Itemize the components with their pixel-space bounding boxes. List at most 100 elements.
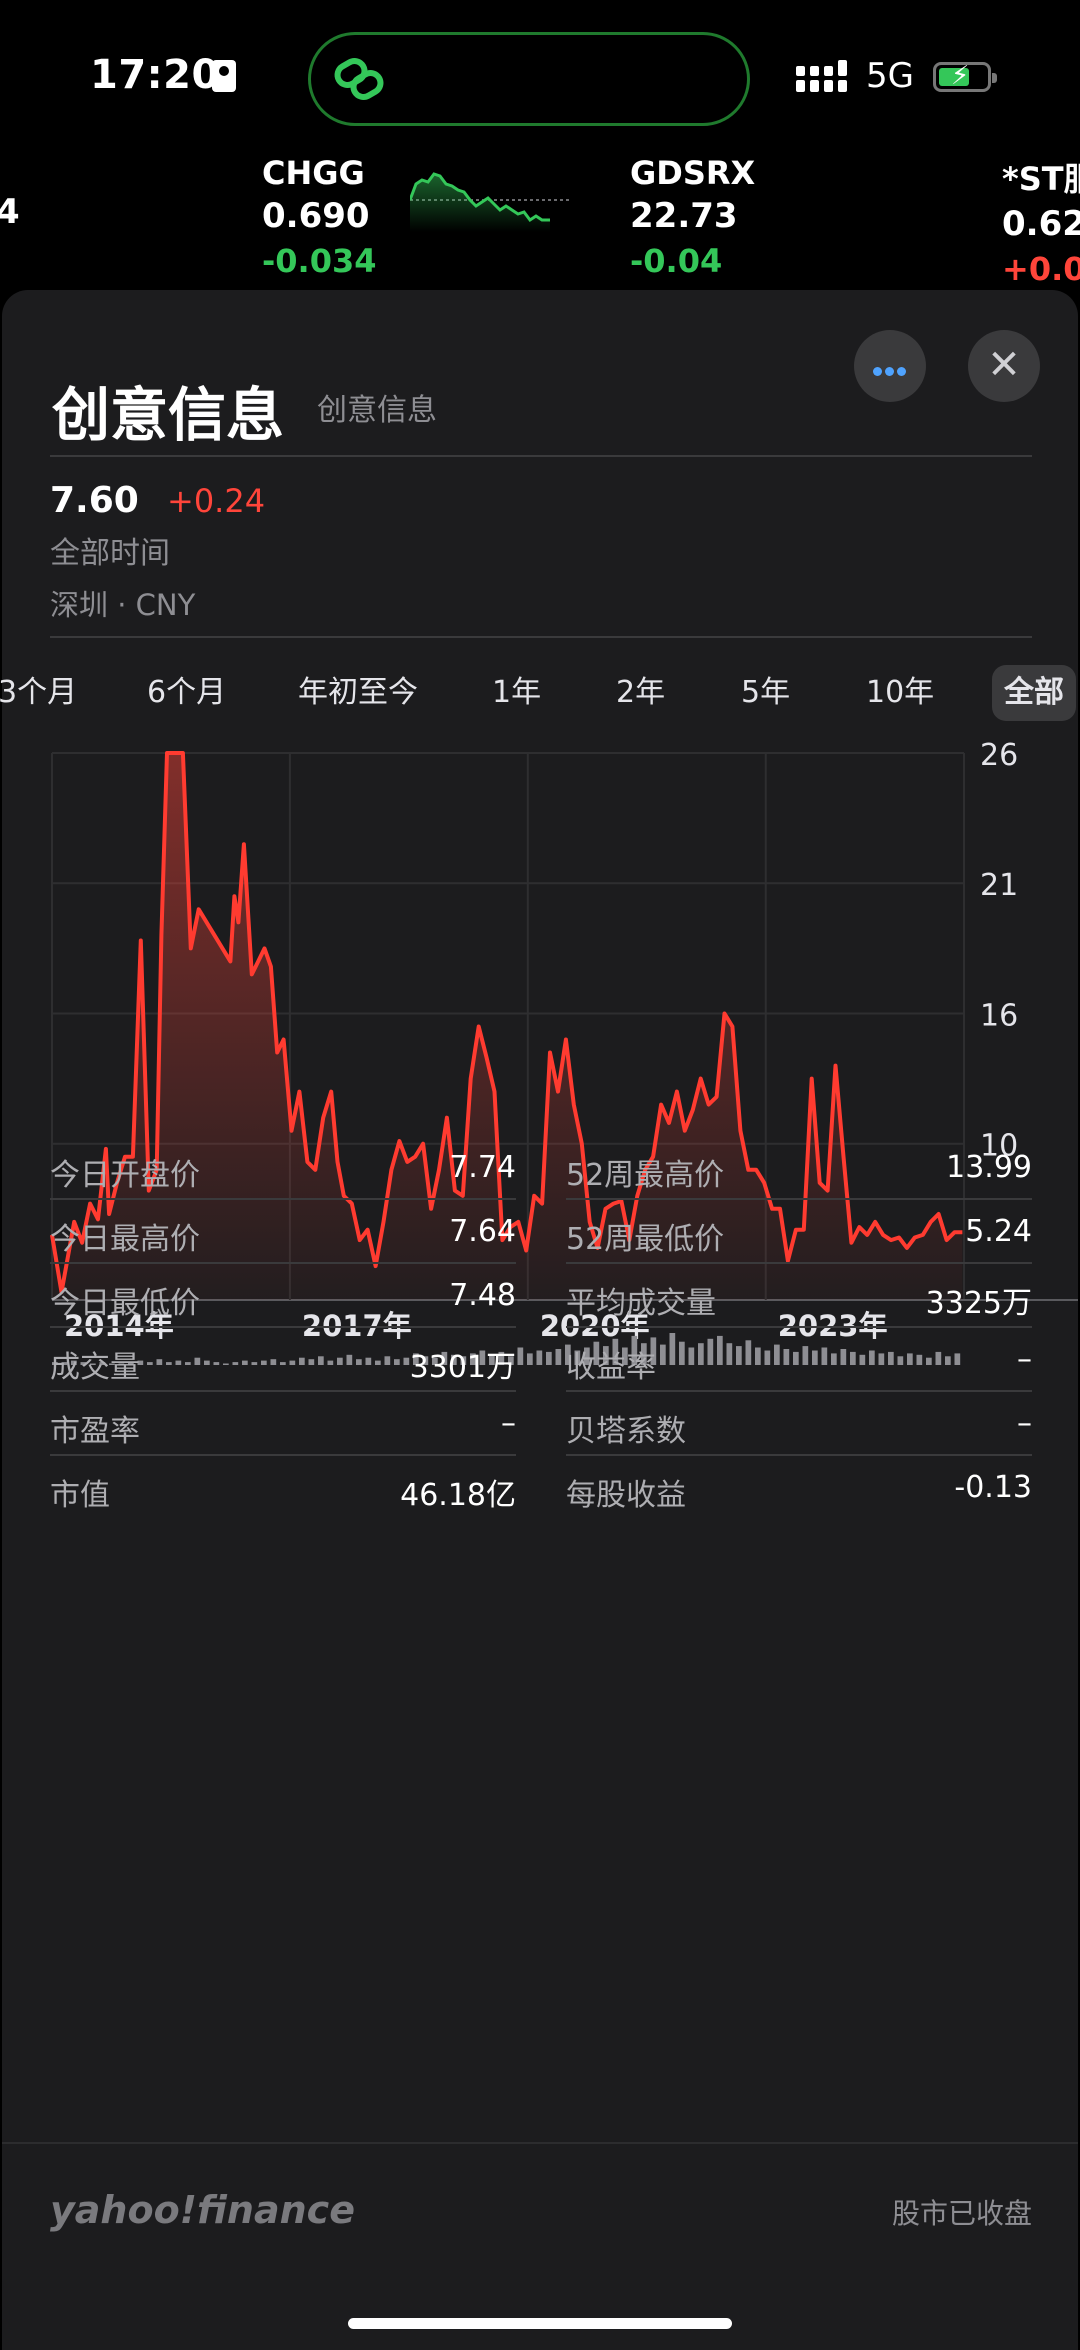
stat-row: 成交量 3301万: [50, 1330, 516, 1392]
ticker-change: -0.034: [262, 242, 377, 280]
stat-row: 市值 46.18亿: [50, 1458, 516, 1520]
volume-bar: [337, 1357, 343, 1365]
volume-bar: [679, 1341, 685, 1365]
ticker-price: 0.62: [1002, 204, 1080, 244]
range-1y[interactable]: 1年: [492, 675, 542, 710]
status-bar: 17:20 5G ⚡: [0, 0, 1080, 150]
volume-bar: [859, 1354, 866, 1365]
volume-bar: [99, 1362, 106, 1365]
stat-label: 收益率: [566, 1350, 656, 1385]
volume-bar: [318, 1356, 324, 1365]
ticker-strip[interactable]: 4 CHGG 0.690 -0.034 GDSRX 22.73 -0.04 *S…: [0, 150, 1080, 288]
ticker-item-gdsrx[interactable]: GDSRX 22.73 -0.04: [630, 154, 755, 280]
volume-bar: [137, 1360, 144, 1365]
volume-bar: [441, 1351, 448, 1365]
stat-value: 7.64: [449, 1214, 516, 1249]
stat-row: 52周最低价 5.24: [566, 1202, 1032, 1264]
volume-bar: [346, 1354, 353, 1365]
range-10y[interactable]: 10年: [866, 675, 935, 710]
volume-bar: [793, 1351, 799, 1365]
stat-value: 7.48: [449, 1278, 516, 1313]
volume-bar: [612, 1338, 619, 1365]
stat-row: 今日最高价 7.64: [50, 1202, 516, 1264]
ticker-item[interactable]: 4: [0, 192, 20, 232]
volume-bar: [555, 1349, 562, 1365]
volume-bar: [90, 1363, 96, 1365]
volume-bar: [508, 1356, 514, 1365]
stat-value: -0.13: [954, 1470, 1032, 1505]
dynamic-island[interactable]: [308, 32, 750, 126]
yahoo-finance-logo: yahoo!finance: [50, 2188, 355, 2232]
volume-bar: [52, 1362, 58, 1365]
volume-bar: [745, 1340, 752, 1365]
ticker-item-st[interactable]: *ST服 0.62 +0.0: [1002, 154, 1080, 288]
range-all[interactable]: 全部: [992, 665, 1076, 721]
stat-value: –: [501, 1406, 516, 1441]
volume-bar: [916, 1354, 923, 1365]
link-icon: [334, 58, 384, 100]
volume-bar: [251, 1362, 258, 1365]
y-tick-label: 16: [980, 998, 1018, 1033]
stat-label: 成交量: [50, 1350, 140, 1385]
volume-bar: [299, 1357, 305, 1365]
volume-bar: [546, 1351, 552, 1365]
volume-bar: [869, 1350, 875, 1365]
volume-bar: [935, 1351, 942, 1365]
stat-value: 46.18亿: [400, 1478, 516, 1513]
ticker-item-chgg[interactable]: CHGG 0.690 -0.034: [262, 154, 377, 280]
ticker-symbol: GDSRX: [630, 154, 756, 192]
volume-bar: [631, 1335, 638, 1365]
volume-bar: [707, 1338, 714, 1365]
volume-bar: [498, 1351, 505, 1365]
volume-bar: [422, 1356, 429, 1365]
volume-bar: [527, 1353, 533, 1365]
range-selector[interactable]: 3个月 6个月 年初至今 1年 2年 5年 10年 全部: [0, 665, 1078, 721]
volume-bar: [926, 1357, 932, 1365]
volume-bar: [147, 1362, 153, 1365]
signal-icon: [796, 60, 847, 92]
volume-bar: [945, 1356, 951, 1365]
home-indicator[interactable]: [348, 2318, 732, 2329]
ticker-price: 0.690: [262, 196, 370, 236]
volume-bar: [897, 1356, 904, 1365]
range-5y[interactable]: 5年: [741, 675, 791, 710]
range-ytd[interactable]: 年初至今: [298, 675, 418, 710]
volume-bar: [394, 1359, 400, 1365]
stat-label: 今日最低价: [50, 1286, 200, 1321]
stat-value: 5.24: [965, 1214, 1032, 1249]
range-6m[interactable]: 6个月: [147, 675, 227, 710]
stat-value: –: [1017, 1406, 1032, 1441]
stat-row: 52周最高价 13.99: [566, 1138, 1032, 1200]
ticker-symbol: CHGG: [262, 154, 365, 192]
volume-bar: [698, 1343, 704, 1365]
range-2y[interactable]: 2年: [616, 675, 666, 710]
stock-detail-card: 创意信息 创意信息 ✕ 7.60 +0.24 全部时间 深圳 · CNY 3个月…: [0, 290, 1078, 2350]
volume-bar: [118, 1363, 125, 1365]
y-tick-label: 21: [980, 868, 1018, 903]
close-button[interactable]: ✕: [968, 330, 1040, 402]
volume-bar: [764, 1350, 771, 1365]
volume-bar: [413, 1353, 419, 1365]
volume-bar: [736, 1346, 742, 1365]
ticker-symbol: *ST服: [1002, 160, 1080, 198]
range-3m[interactable]: 3个月: [0, 675, 78, 710]
stat-label: 52周最低价: [566, 1222, 725, 1257]
volume-bar: [954, 1353, 961, 1365]
volume-bar: [774, 1344, 780, 1365]
volume-bar: [574, 1350, 581, 1365]
more-button[interactable]: [854, 330, 926, 402]
y-tick-label: 26: [980, 738, 1018, 773]
volume-bar: [650, 1337, 657, 1365]
volume-bar: [194, 1357, 201, 1365]
close-icon: ✕: [987, 342, 1021, 388]
stat-value: 7.74: [449, 1150, 516, 1185]
price-line: [50, 751, 963, 1295]
stat-label: 市值: [50, 1478, 110, 1513]
volume-bar: [517, 1347, 524, 1365]
volume-bar: [327, 1360, 334, 1365]
volume-bar: [232, 1362, 239, 1365]
volume-bar: [460, 1356, 467, 1365]
volume-bar: [403, 1357, 410, 1365]
volume-bar: [71, 1360, 77, 1365]
volume-bar: [831, 1353, 837, 1365]
